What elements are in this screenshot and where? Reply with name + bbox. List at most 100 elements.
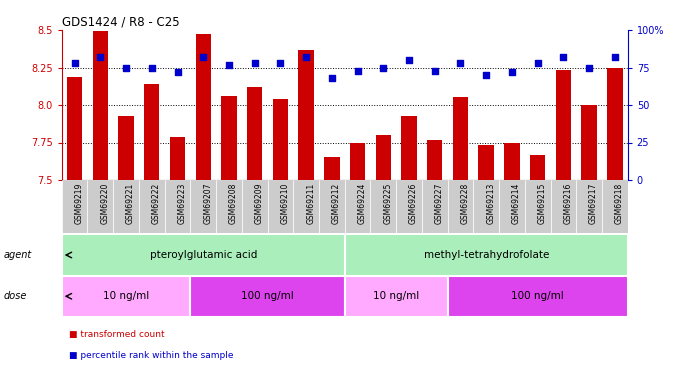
Bar [319,180,345,232]
Bar [113,180,139,232]
Text: pteroylglutamic acid: pteroylglutamic acid [150,250,257,260]
Point [584,64,595,70]
Bar [294,180,319,232]
Text: 10 ng/ml: 10 ng/ml [103,291,149,301]
Text: ■ transformed count: ■ transformed count [69,330,164,339]
Bar [165,180,190,232]
Point [300,54,311,60]
Text: GSM69207: GSM69207 [203,183,212,224]
Text: 100 ng/ml: 100 ng/ml [241,291,294,301]
Text: GSM69219: GSM69219 [75,183,84,224]
Bar [396,180,422,232]
Point [69,60,80,66]
Point [95,54,106,60]
Bar [268,180,294,232]
Text: dose: dose [3,291,27,301]
Text: GSM69216: GSM69216 [563,183,572,224]
Text: GSM69217: GSM69217 [589,183,598,224]
Bar [350,142,365,180]
Bar [401,116,416,180]
Bar [447,180,473,232]
Bar [602,180,628,232]
Text: GSM69220: GSM69220 [100,183,109,224]
Bar [216,180,241,232]
Bar [93,32,108,180]
Point [506,69,517,75]
Point [429,68,440,74]
Text: GSM69224: GSM69224 [357,183,366,224]
Bar [607,68,623,180]
Point [172,69,183,75]
Bar [499,180,525,232]
Point [327,75,338,81]
Text: GSM69226: GSM69226 [409,183,418,224]
Bar [196,34,211,180]
Point [352,68,363,74]
Bar [62,276,191,317]
Point [121,64,132,70]
Bar [345,234,628,276]
Bar [447,276,628,317]
Bar [118,116,134,180]
Point [249,60,260,66]
Text: GSM69215: GSM69215 [538,183,547,224]
Text: 100 ng/ml: 100 ng/ml [511,291,564,301]
Bar [473,180,499,232]
Point [455,60,466,66]
Bar [62,234,345,276]
Text: ■ percentile rank within the sample: ■ percentile rank within the sample [69,351,233,360]
Bar [144,84,159,180]
Bar [67,76,82,180]
Bar [376,135,391,180]
Text: GSM69228: GSM69228 [460,183,469,224]
Text: GDS1424 / R8 - C25: GDS1424 / R8 - C25 [62,16,179,29]
Text: agent: agent [3,250,32,260]
Bar [191,180,216,232]
Bar [221,96,237,180]
Bar [530,154,545,180]
Text: GSM69223: GSM69223 [178,183,187,224]
Bar [550,180,576,232]
Bar [422,180,447,232]
Bar [191,276,345,317]
Bar [556,70,571,180]
Point [481,72,492,78]
Bar [247,87,262,180]
Bar [453,98,468,180]
Text: GSM69227: GSM69227 [435,183,444,224]
Point [224,62,235,68]
Bar [324,158,340,180]
Bar [576,180,602,232]
Point [146,64,157,70]
Point [558,54,569,60]
Bar [479,146,494,180]
Text: GSM69212: GSM69212 [332,183,341,224]
Bar [427,140,442,180]
Text: GSM69225: GSM69225 [383,183,392,224]
Text: GSM69213: GSM69213 [486,183,495,224]
Bar [87,180,113,232]
Point [198,54,209,60]
Text: GSM69209: GSM69209 [255,183,263,224]
Bar [345,276,447,317]
Bar [170,136,185,180]
Point [403,57,414,63]
Point [609,54,620,60]
Text: GSM69218: GSM69218 [615,183,624,224]
Text: GSM69222: GSM69222 [152,183,161,224]
Bar [241,180,268,232]
Bar [581,105,597,180]
Bar [504,142,520,180]
Bar [525,180,550,232]
Text: GSM69214: GSM69214 [512,183,521,224]
Bar [370,180,397,232]
Bar [298,50,314,180]
Point [378,64,389,70]
Text: GSM69221: GSM69221 [126,183,135,224]
Bar [345,180,370,232]
Point [275,60,286,66]
Text: 10 ng/ml: 10 ng/ml [373,291,419,301]
Text: GSM69210: GSM69210 [281,183,289,224]
Bar [273,99,288,180]
Text: GSM69208: GSM69208 [229,183,238,224]
